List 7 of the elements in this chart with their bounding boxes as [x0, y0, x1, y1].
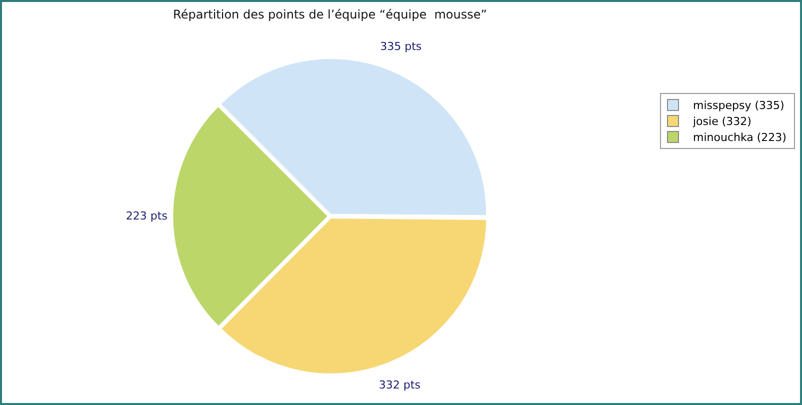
legend-label: minouchka (223)	[693, 130, 786, 144]
chart-title: Répartition des points de l’équipe “équipe mousse”	[173, 7, 487, 22]
data-label: 223 pts	[126, 209, 168, 222]
legend-label: josie (332)	[693, 114, 752, 128]
data-label: 332 pts	[378, 378, 421, 392]
data-label: 335 pts	[380, 40, 422, 54]
legend-label: misspepsy (335)	[693, 98, 784, 112]
